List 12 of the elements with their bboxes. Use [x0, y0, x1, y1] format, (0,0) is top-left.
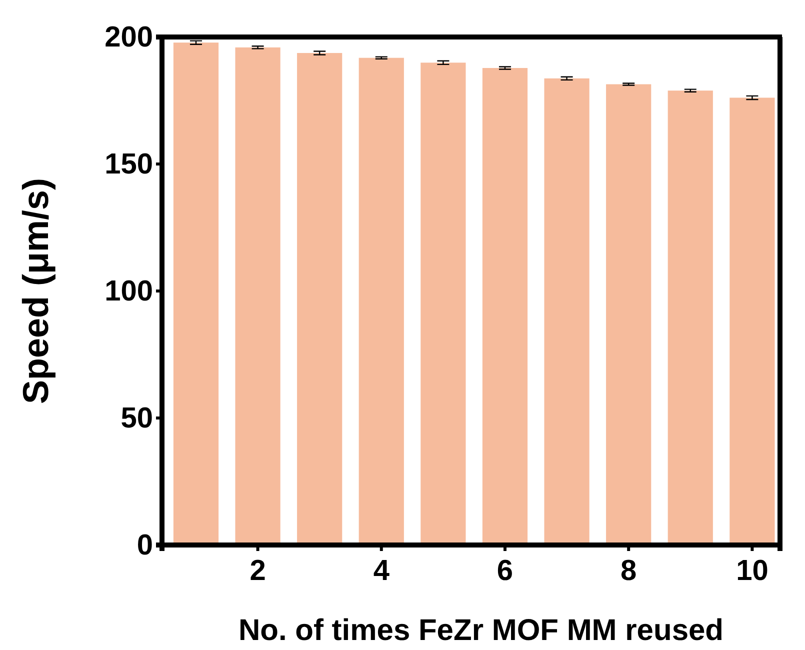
y-tick-label: 50 — [120, 402, 153, 434]
y-tick-label: 150 — [104, 148, 153, 180]
x-tick-label: 10 — [736, 555, 768, 588]
x-tick-label: 2 — [250, 555, 266, 588]
x-tick-label: 6 — [496, 555, 514, 588]
y-tick-label: 0 — [136, 529, 153, 562]
x-tick-label: 4 — [373, 555, 390, 588]
y-tick-label: 100 — [104, 275, 153, 308]
y-axis-title: Speed (μm/s) — [15, 178, 56, 404]
y-tick-label: 200 — [104, 21, 153, 54]
x-tick-label: 8 — [620, 555, 637, 588]
x-axis-title: No. of times FeZr MOF MM reused — [238, 614, 724, 647]
